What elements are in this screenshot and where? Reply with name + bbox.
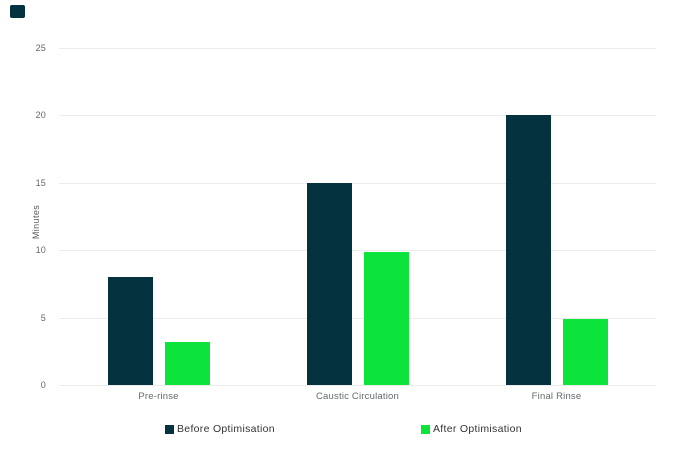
bar-after-final-rinse[interactable]	[562, 318, 608, 385]
y-tick-label: 20	[35, 110, 46, 121]
x-category-label: Pre-rinse	[138, 391, 179, 402]
bar-before-pre-rinse[interactable]	[107, 277, 153, 385]
y-tick-label: 0	[40, 380, 46, 390]
legend-item-before-optimisation[interactable]: Before Optimisation	[165, 423, 275, 435]
bar-before-caustic-circulation[interactable]	[306, 182, 352, 385]
gridline	[59, 115, 656, 117]
gridline	[59, 250, 656, 252]
y-tick-label: 5	[40, 312, 46, 323]
bar-before-final-rinse[interactable]	[505, 115, 551, 385]
y-tick-label: 15	[35, 177, 46, 188]
bar-after-caustic-circulation[interactable]	[363, 251, 409, 385]
x-category-label: Caustic Circulation	[316, 391, 399, 402]
legend-label: Before Optimisation	[177, 423, 275, 435]
gridline	[59, 48, 656, 49]
bar-after-pre-rinse[interactable]	[164, 341, 210, 385]
gridline	[59, 182, 656, 184]
gridline	[59, 317, 656, 319]
gridline	[59, 385, 656, 386]
legend-marker-after-icon	[421, 424, 430, 434]
y-tick-label: 25	[35, 43, 46, 53]
logo-mark	[10, 5, 25, 18]
y-axis-title: Minutes	[31, 204, 42, 240]
legend-label: After Optimisation	[433, 423, 522, 435]
legend-item-after-optimisation[interactable]: After Optimisation	[421, 423, 522, 435]
legend-marker-before-icon	[165, 424, 174, 434]
x-category-label: Final Rinse	[531, 391, 582, 402]
y-tick-label: 10	[35, 245, 46, 256]
